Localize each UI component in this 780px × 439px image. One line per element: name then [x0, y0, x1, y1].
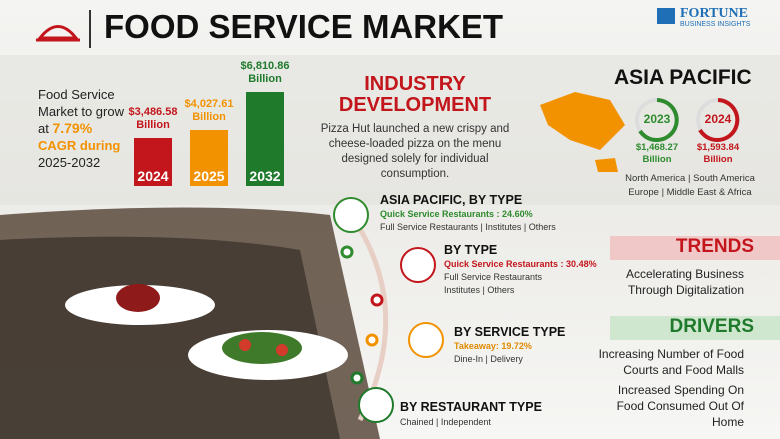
year: 2024	[704, 112, 732, 126]
segment-highlight: Quick Service Restaurants : 24.60%	[380, 209, 533, 219]
cagr: 7.79%	[52, 120, 93, 136]
segment-title: BY TYPE	[444, 243, 498, 257]
value-label: $4,027.61 Billion	[184, 98, 234, 124]
industry-title: INDUSTRY DEVELOPMENT	[338, 73, 492, 116]
segment-title: ASIA PACIFIC, BY TYPE	[380, 193, 523, 207]
growth-intro: Food Service Market to grow at	[38, 87, 124, 136]
region-line: Europe | Middle East & Africa	[628, 187, 752, 198]
region-list: North America | South America Europe | M…	[600, 172, 780, 200]
bar	[246, 92, 284, 186]
segment-others: Full Service Restaurants | Institutes | …	[380, 222, 556, 232]
industry-text: Pizza Hut launched a new crispy and chee…	[320, 123, 510, 180]
segment-title: BY SERVICE TYPE	[454, 325, 566, 339]
driver-item: Increased Spending On Food Consumed Out …	[616, 383, 744, 429]
year-value: $1,593.84 Billion	[696, 142, 740, 165]
bar-chart: 2024 $3,486.58 Billion 2025 $4,027.61 Billi…	[128, 60, 289, 188]
segment-others: Full Service Restaurants Institutes | Ot…	[444, 272, 543, 295]
segment-highlight: Takeaway: 19.72%	[454, 341, 532, 351]
growth-text: Food Service Market to grow at 7.79% CAG…	[38, 86, 128, 171]
cagr-label: CAGR during	[38, 138, 121, 153]
segment-highlight: Quick Service Restaurants : 30.48%	[444, 259, 597, 269]
region-title: ASIA PACIFIC	[614, 66, 752, 89]
trends-title: TRENDS	[675, 236, 754, 257]
segment-others: Dine-In | Delivery	[454, 354, 523, 364]
region-line: North America | South America	[625, 173, 755, 184]
period: 2025-2032	[38, 155, 101, 170]
driver-item: Increasing Number of Food Courts and Foo…	[598, 347, 744, 377]
drivers-title: DRIVERS	[669, 316, 754, 337]
segment-others: Chained | Independent	[400, 417, 491, 427]
value-label: $3,486.58 Billion	[128, 105, 178, 131]
brand: FORTUNE	[680, 6, 748, 21]
value-label: $6,810.86 Billion	[240, 60, 290, 85]
bar	[190, 130, 228, 186]
bar-year: 2025	[193, 168, 225, 184]
brand-sub: BUSINESS INSIGHTS	[680, 21, 751, 28]
segment-title: BY RESTAURANT TYPE	[400, 400, 542, 414]
bar-year: 2032	[249, 168, 281, 184]
title: FOOD SERVICE MARKET	[104, 8, 504, 45]
year-value: $1,468.27 Billion	[635, 142, 679, 165]
bar	[134, 137, 172, 186]
year: 2023	[643, 112, 671, 126]
trend-item: Accelerating Business Through Digitaliza…	[625, 267, 744, 297]
bar-year: 2024	[137, 168, 169, 184]
